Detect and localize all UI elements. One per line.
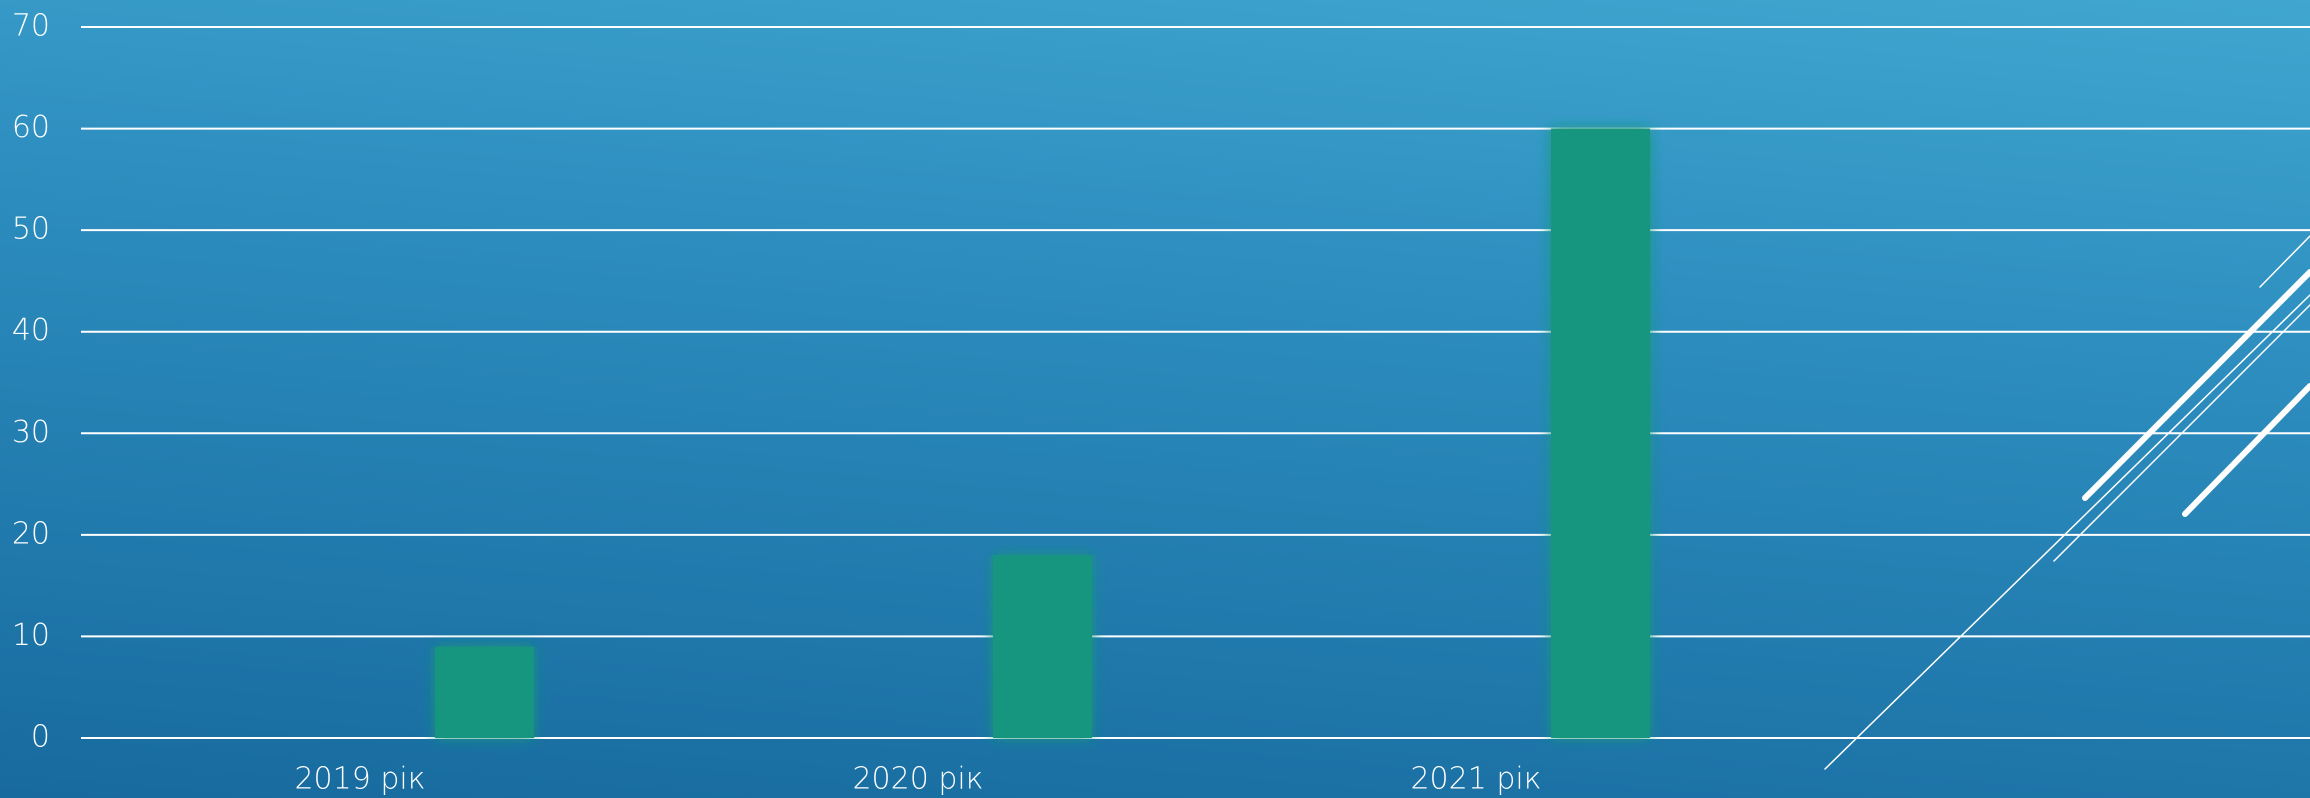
x-tick-label: 2021 рік: [1410, 762, 1541, 797]
y-tick-label: 50: [12, 212, 50, 247]
y-tick-label: 30: [12, 415, 50, 450]
bar: [435, 646, 534, 738]
y-tick-label: 0: [31, 720, 50, 755]
deco-line: [2182, 383, 2310, 517]
y-tick-label: 40: [12, 313, 50, 348]
bar: [1551, 128, 1650, 739]
deco-line: [2082, 269, 2310, 501]
bar: [993, 555, 1092, 738]
y-tick-label: 70: [12, 9, 50, 44]
deco-line: [2259, 235, 2310, 288]
x-tick-label: 2020 рік: [852, 762, 983, 797]
y-tick-label: 20: [12, 516, 50, 551]
deco-line: [1824, 294, 2310, 770]
x-tick-label: 2019 рік: [294, 762, 425, 797]
y-tick-label: 60: [12, 110, 50, 145]
y-tick-label: 10: [12, 618, 50, 653]
decoration: [1824, 235, 2310, 770]
